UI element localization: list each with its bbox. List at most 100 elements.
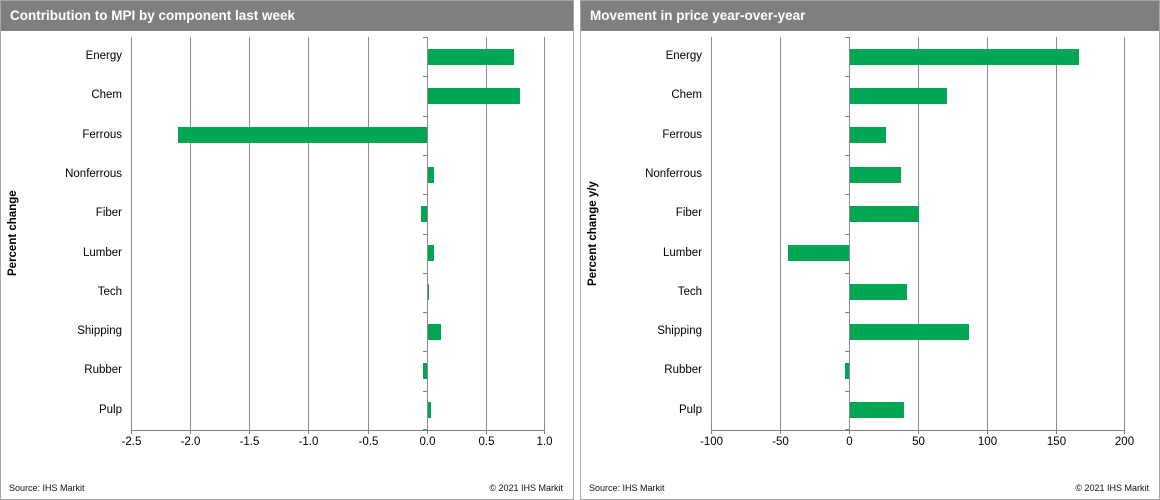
zero-axis-tick (422, 116, 427, 117)
bar (850, 166, 902, 183)
x-tick-label: 0 (846, 436, 853, 448)
chart-title: Movement in price year-over-year (581, 1, 1159, 31)
category-labels: Energy Chem Ferrous Nonferrous Fiber Lumber Te… (581, 37, 702, 430)
axis-tick (486, 430, 487, 434)
category-label: Pulp (678, 403, 702, 416)
bar (850, 205, 919, 222)
gridline (249, 37, 250, 430)
gridline (1124, 37, 1125, 430)
bar (427, 48, 515, 65)
bar (850, 323, 969, 340)
category-label: Tech (677, 285, 702, 298)
category-label: Lumber (83, 246, 122, 259)
zero-axis-tick (845, 273, 849, 274)
zero-axis-tick (422, 234, 427, 235)
source-note: Source: IHS Markit (9, 483, 85, 493)
category-label: Rubber (84, 364, 122, 377)
zero-axis-tick (422, 312, 427, 313)
category-label: Shipping (657, 325, 702, 338)
bar (850, 87, 947, 104)
x-tick-label: -2.5 (121, 436, 142, 448)
x-tick-label: 1.0 (536, 436, 553, 448)
zero-axis-tick (845, 37, 849, 38)
zero-axis-tick (422, 429, 427, 430)
x-tick-label: -0.5 (358, 436, 379, 448)
bar (850, 48, 1080, 65)
category-label: Ferrous (82, 128, 122, 141)
zero-axis-tick (422, 351, 427, 352)
gridline (131, 37, 132, 430)
zero-axis-tick (422, 391, 427, 392)
x-tick-label: -50 (772, 436, 789, 448)
x-tick-label: 150 (1046, 436, 1067, 448)
x-axis-tick-labels: -100 -50 0 50 100 150 200 (700, 436, 1134, 450)
x-tick-label: 100 (977, 436, 998, 448)
axis-tick (131, 430, 132, 434)
zero-axis-tick (422, 194, 427, 195)
axis-tick (711, 430, 712, 434)
category-label: Ferrous (662, 128, 702, 141)
bar (420, 205, 427, 222)
gridline (486, 37, 487, 430)
zero-axis-tick (422, 155, 427, 156)
plot-area (131, 37, 545, 434)
zero-axis-tick (845, 429, 849, 430)
x-tick-label: 0.0 (419, 436, 436, 448)
axis-tick (368, 430, 369, 434)
axis-tick (308, 430, 309, 434)
gridline (987, 37, 988, 430)
x-tick-label: 200 (1114, 436, 1135, 448)
bar (850, 127, 886, 144)
zero-axis-tick (845, 391, 849, 392)
zero-axis-tick (845, 351, 849, 352)
category-label: Nonferrous (645, 167, 702, 180)
gridline (308, 37, 309, 430)
zero-axis-tick (845, 234, 849, 235)
gridline (711, 37, 712, 430)
category-label: Pulp (98, 403, 122, 416)
bar (427, 323, 441, 340)
chart-title: Contribution to MPI by component last we… (1, 1, 573, 31)
plot-area (711, 37, 1125, 434)
gridline (190, 37, 191, 430)
bar (427, 245, 434, 262)
zero-axis-tick (845, 76, 849, 77)
gridline (1056, 37, 1057, 430)
axis-tick (1056, 430, 1057, 434)
category-label: Chem (671, 89, 702, 102)
axis-tick (544, 430, 545, 434)
bar (423, 363, 427, 380)
copyright-note: © 2021 IHS Markit (489, 483, 563, 493)
gridline (849, 37, 850, 430)
zero-axis-tick (845, 116, 849, 117)
category-label: Tech (97, 285, 122, 298)
zero-axis-tick (845, 155, 849, 156)
bar (850, 284, 907, 301)
bar (427, 87, 520, 104)
x-tick-label: -1.0 (298, 436, 319, 448)
category-label: Fiber (95, 207, 122, 220)
bar (844, 363, 849, 380)
bar (178, 127, 427, 144)
x-tick-label: -2.0 (180, 436, 201, 448)
copyright-note: © 2021 IHS Markit (1075, 483, 1149, 493)
chart-footer: Source: IHS Markit © 2021 IHS Markit (589, 483, 1149, 493)
source-note: Source: IHS Markit (589, 483, 665, 493)
category-labels: Energy Chem Ferrous Nonferrous Fiber Lumber Te… (1, 37, 122, 430)
gridline (918, 37, 919, 430)
category-label: Nonferrous (65, 167, 122, 180)
axis-tick (918, 430, 919, 434)
axis-tick (987, 430, 988, 434)
category-label: Energy (85, 50, 122, 62)
zero-axis-tick (422, 76, 427, 77)
bar (427, 402, 432, 419)
axis-tick (780, 430, 781, 434)
x-axis-tick-labels: -2.5 -2.0 -1.5 -1.0 -0.5 0.0 0.5 1.0 (122, 436, 553, 450)
x-tick-label: -100 (699, 436, 724, 448)
category-label: Shipping (77, 325, 122, 338)
category-label: Lumber (663, 246, 702, 259)
category-label: Energy (665, 50, 702, 62)
axis-tick (849, 430, 850, 434)
category-label: Chem (91, 89, 122, 102)
